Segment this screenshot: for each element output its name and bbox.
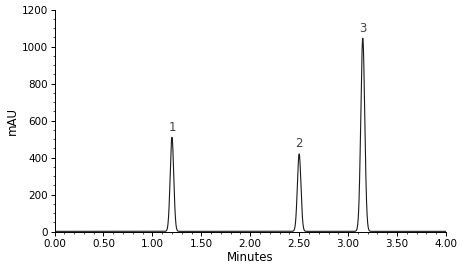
Y-axis label: mAU: mAU: [6, 107, 19, 135]
Text: 1: 1: [168, 121, 175, 134]
Text: 3: 3: [359, 22, 366, 35]
X-axis label: Minutes: Minutes: [227, 251, 274, 264]
Text: 2: 2: [295, 137, 303, 150]
